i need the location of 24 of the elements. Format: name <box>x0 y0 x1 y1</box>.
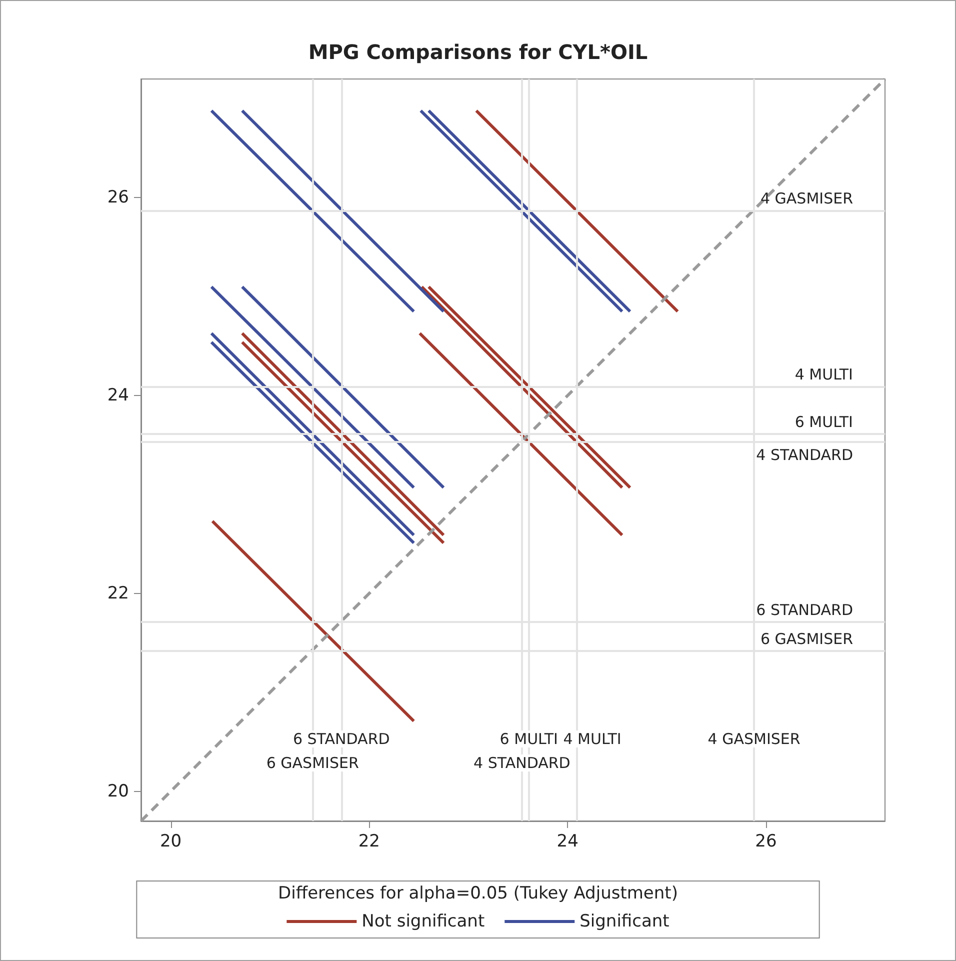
ref-line-label: 6 GASMISER <box>760 630 853 648</box>
y-tick-label: 22 <box>107 583 129 604</box>
ref-line-label: 4 GASMISER <box>708 730 800 748</box>
ref-line-label: 4 MULTI <box>563 730 622 748</box>
x-tick-label: 24 <box>556 832 578 852</box>
y-tick-label: 20 <box>107 781 129 802</box>
ref-line-label: 6 MULTI <box>500 730 558 748</box>
legend-label: Significant <box>580 912 670 932</box>
ref-line-label: 6 GASMISER <box>266 754 359 772</box>
ref-line-label: 4 STANDARD <box>474 754 570 772</box>
ref-line-label: 6 STANDARD <box>292 730 390 748</box>
x-tick-label: 26 <box>755 832 777 852</box>
legend-label: Not significant <box>362 912 485 932</box>
x-tick-label: 20 <box>160 832 182 852</box>
y-tick-label: 24 <box>107 386 129 406</box>
chart-title: MPG Comparisons for CYL*OIL <box>308 40 648 64</box>
ref-line-label: 6 MULTI <box>794 413 853 432</box>
y-tick-label: 26 <box>107 188 129 208</box>
ref-line-label: 6 STANDARD <box>756 601 853 620</box>
legend-title: Differences for alpha=0.05 (Tukey Adjustment) <box>278 884 678 904</box>
ref-line-label: 4 GASMISER <box>760 190 853 208</box>
x-tick-label: 22 <box>358 832 380 852</box>
ref-line-label: 4 STANDARD <box>756 446 853 464</box>
ref-line-label: 4 MULTI <box>794 366 853 384</box>
